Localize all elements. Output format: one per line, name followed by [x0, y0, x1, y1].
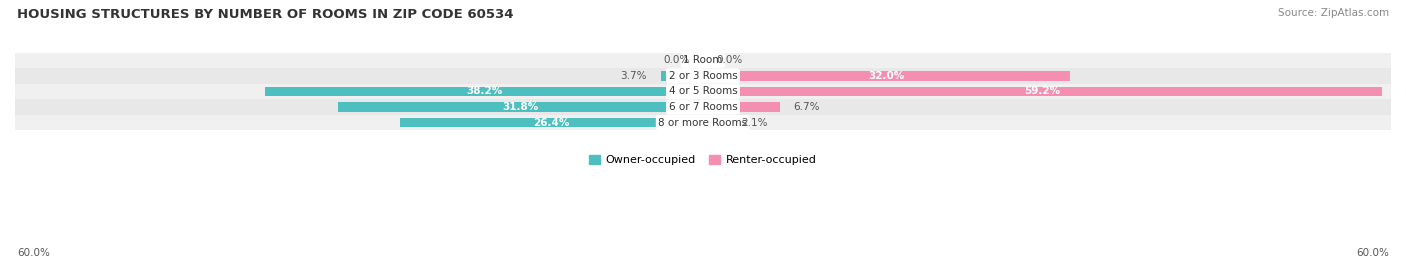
Legend: Owner-occupied, Renter-occupied: Owner-occupied, Renter-occupied — [589, 155, 817, 165]
Text: 3.7%: 3.7% — [620, 71, 647, 81]
Text: 4 or 5 Rooms: 4 or 5 Rooms — [669, 87, 737, 97]
Bar — [15, 84, 1391, 99]
Text: 0.0%: 0.0% — [717, 55, 742, 65]
Text: 6 or 7 Rooms: 6 or 7 Rooms — [669, 102, 737, 112]
Bar — [15, 99, 1391, 115]
Bar — [703, 71, 1070, 81]
Text: 32.0%: 32.0% — [869, 71, 904, 81]
Bar — [339, 102, 703, 112]
Text: 2 or 3 Rooms: 2 or 3 Rooms — [669, 71, 737, 81]
Bar — [401, 118, 703, 128]
Text: 38.2%: 38.2% — [465, 87, 502, 97]
Bar — [703, 102, 780, 112]
Text: 26.4%: 26.4% — [533, 118, 569, 128]
Bar — [661, 71, 703, 81]
Text: Source: ZipAtlas.com: Source: ZipAtlas.com — [1278, 8, 1389, 18]
Bar — [264, 87, 703, 96]
Text: 1 Room: 1 Room — [683, 55, 723, 65]
Bar — [703, 87, 1382, 96]
Text: 0.0%: 0.0% — [664, 55, 689, 65]
Text: 31.8%: 31.8% — [502, 102, 538, 112]
Text: 59.2%: 59.2% — [1025, 87, 1060, 97]
Bar — [15, 53, 1391, 68]
Text: 60.0%: 60.0% — [1357, 248, 1389, 258]
Text: 8 or more Rooms: 8 or more Rooms — [658, 118, 748, 128]
Bar — [703, 118, 727, 128]
Bar — [15, 68, 1391, 84]
Text: 2.1%: 2.1% — [741, 118, 768, 128]
Text: 60.0%: 60.0% — [17, 248, 49, 258]
Text: HOUSING STRUCTURES BY NUMBER OF ROOMS IN ZIP CODE 60534: HOUSING STRUCTURES BY NUMBER OF ROOMS IN… — [17, 8, 513, 21]
Bar — [15, 115, 1391, 130]
Text: 6.7%: 6.7% — [793, 102, 820, 112]
